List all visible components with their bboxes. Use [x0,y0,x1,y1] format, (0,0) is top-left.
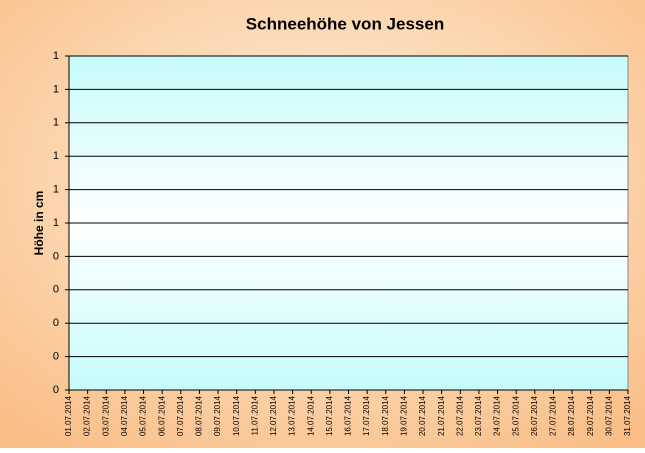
x-tick-label: 09.07.2014 [213,395,222,436]
y-tick-label: 1 [53,150,59,162]
x-tick-label: 02.07.2014 [83,395,92,436]
y-tick-label: 1 [53,117,59,129]
y-tick-label: 0 [53,317,59,329]
y-tick-label: 0 [53,384,59,396]
x-tick-label: 28.07.2014 [567,395,576,436]
x-tick-label: 21.07.2014 [437,395,446,436]
x-tick-label: 27.07.2014 [549,395,558,436]
x-tick-label: 04.07.2014 [120,395,129,436]
y-tick-label: 1 [53,217,59,229]
x-tick-label: 17.07.2014 [362,395,371,436]
x-tick-label: 23.07.2014 [474,395,483,436]
y-tick-label: 0 [53,250,59,262]
x-tick-label: 07.07.2014 [176,395,185,436]
x-tick-label: 31.07.2014 [623,395,632,436]
x-tick-label: 08.07.2014 [195,395,204,436]
x-tick-label: 19.07.2014 [400,395,409,436]
x-tick-label: 16.07.2014 [344,395,353,436]
x-tick-label: 13.07.2014 [288,395,297,436]
x-tick-label: 22.07.2014 [455,395,464,436]
x-tick-label: 29.07.2014 [586,395,595,436]
x-tick-label: 20.07.2014 [418,395,427,436]
y-tick-label: 0 [53,284,59,296]
x-tick-label: 26.07.2014 [530,395,539,436]
x-tick-label: 03.07.2014 [101,395,110,436]
y-tick-label: 1 [53,50,59,62]
x-tick-label: 12.07.2014 [269,395,278,436]
x-tick-label: 01.07.2014 [64,395,73,436]
x-tick-label: 18.07.2014 [381,395,390,436]
chart-title: Schneehöhe von Jessen [246,14,444,33]
x-tick-label: 05.07.2014 [139,395,148,436]
y-tick-label: 1 [53,83,59,95]
y-tick-label: 1 [53,184,59,196]
x-tick-label: 06.07.2014 [157,395,166,436]
x-tick-label: 10.07.2014 [232,395,241,436]
x-tick-label: 15.07.2014 [325,395,334,436]
x-tick-label: 25.07.2014 [511,395,520,436]
x-tick-label: 24.07.2014 [493,395,502,436]
y-axis-label: Höhe in cm [32,191,46,256]
y-tick-label: 0 [53,351,59,363]
x-tick-label: 11.07.2014 [250,395,259,435]
x-tick-label: 30.07.2014 [604,395,613,436]
x-tick-label: 14.07.2014 [306,395,315,436]
